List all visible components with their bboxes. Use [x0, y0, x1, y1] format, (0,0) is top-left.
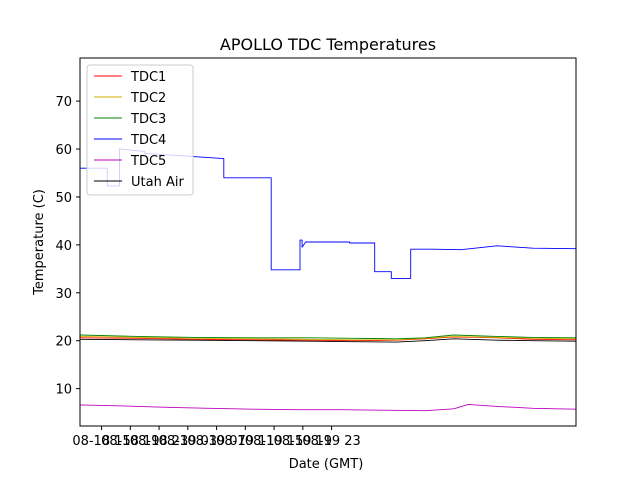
x-tick-label: 08-18 19 — [101, 434, 159, 449]
legend-label: TDC4 — [130, 133, 166, 148]
legend-label: TDC2 — [130, 91, 166, 106]
y-tick-label: 70 — [55, 95, 72, 110]
x-tick-label: 08-19 19 — [274, 434, 332, 449]
series-line-tdc3 — [80, 334, 576, 340]
y-tick-label: 60 — [55, 143, 72, 158]
series-line-tdc5 — [80, 403, 576, 412]
series-line-tdc1 — [80, 336, 576, 342]
legend: TDC1 TDC2 TDC3 TDC4 TDC5 Utah Air — [86, 64, 194, 196]
legend-label: Utah Air — [131, 175, 184, 190]
x-tick-label: 08-18 23 — [130, 434, 188, 449]
chart-title: APOLLO TDC Temperatures — [220, 35, 436, 54]
y-tick-label: 40 — [55, 239, 72, 254]
x-tick-label: 08-19 03 — [159, 434, 217, 449]
x-tick-label: 08-19 07 — [187, 434, 245, 449]
x-axis-label: Date (GMT) — [289, 457, 364, 472]
legend-label: TDC1 — [130, 70, 166, 85]
y-tick-label: 50 — [55, 191, 72, 206]
y-tick-label: 20 — [55, 335, 72, 350]
x-tick-label: 08-19 23 — [302, 434, 360, 449]
x-tick-label: 08-18 15 — [72, 434, 130, 449]
legend-label: TDC5 — [130, 154, 166, 169]
x-tick-label: 08-19 11 — [216, 434, 274, 449]
y-tick-label: 30 — [55, 287, 72, 302]
y-axis-label: Temperature (C) — [32, 189, 47, 296]
plot-frame — [79, 57, 577, 427]
x-tick-label: 08-19 15 — [245, 434, 303, 449]
y-tick-label: 10 — [55, 383, 72, 398]
series-line-tdc2 — [80, 335, 576, 341]
legend-label: TDC3 — [130, 112, 166, 127]
series-line-utah-air — [80, 338, 576, 343]
